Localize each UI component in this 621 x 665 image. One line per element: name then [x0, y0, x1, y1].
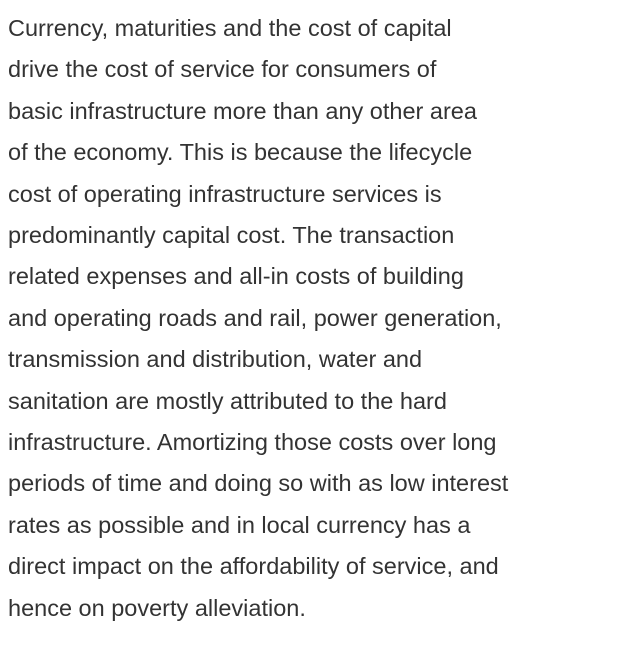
text-line: cost of operating infrastructure service… — [8, 180, 442, 207]
text-line: rates as possible and in local currency … — [8, 511, 471, 538]
text-line: related expenses and all-in costs of bui… — [8, 263, 464, 290]
text-line: basic infrastructure more than any other… — [8, 97, 477, 124]
text-line: direct impact on the affordability of se… — [8, 553, 499, 580]
text-line: of the economy. This is because the life… — [8, 139, 473, 166]
text-line: Currency, maturities and the cost of cap… — [8, 15, 452, 41]
text-line: and operating roads and rail, power gene… — [8, 304, 502, 331]
text-line: transmission and distribution, water and — [8, 346, 423, 373]
text-line: hence on poverty alleviation. — [8, 594, 306, 621]
text-line: sanitation are mostly attributed to the … — [8, 387, 447, 414]
text-line: periods of time and doing so with as low… — [8, 470, 509, 497]
text-line: infrastructure. Amortizing those costs o… — [8, 429, 497, 455]
text-line: predominantly capital cost. The transact… — [8, 222, 455, 248]
text-line: drive the cost of service for consumers … — [8, 56, 437, 83]
